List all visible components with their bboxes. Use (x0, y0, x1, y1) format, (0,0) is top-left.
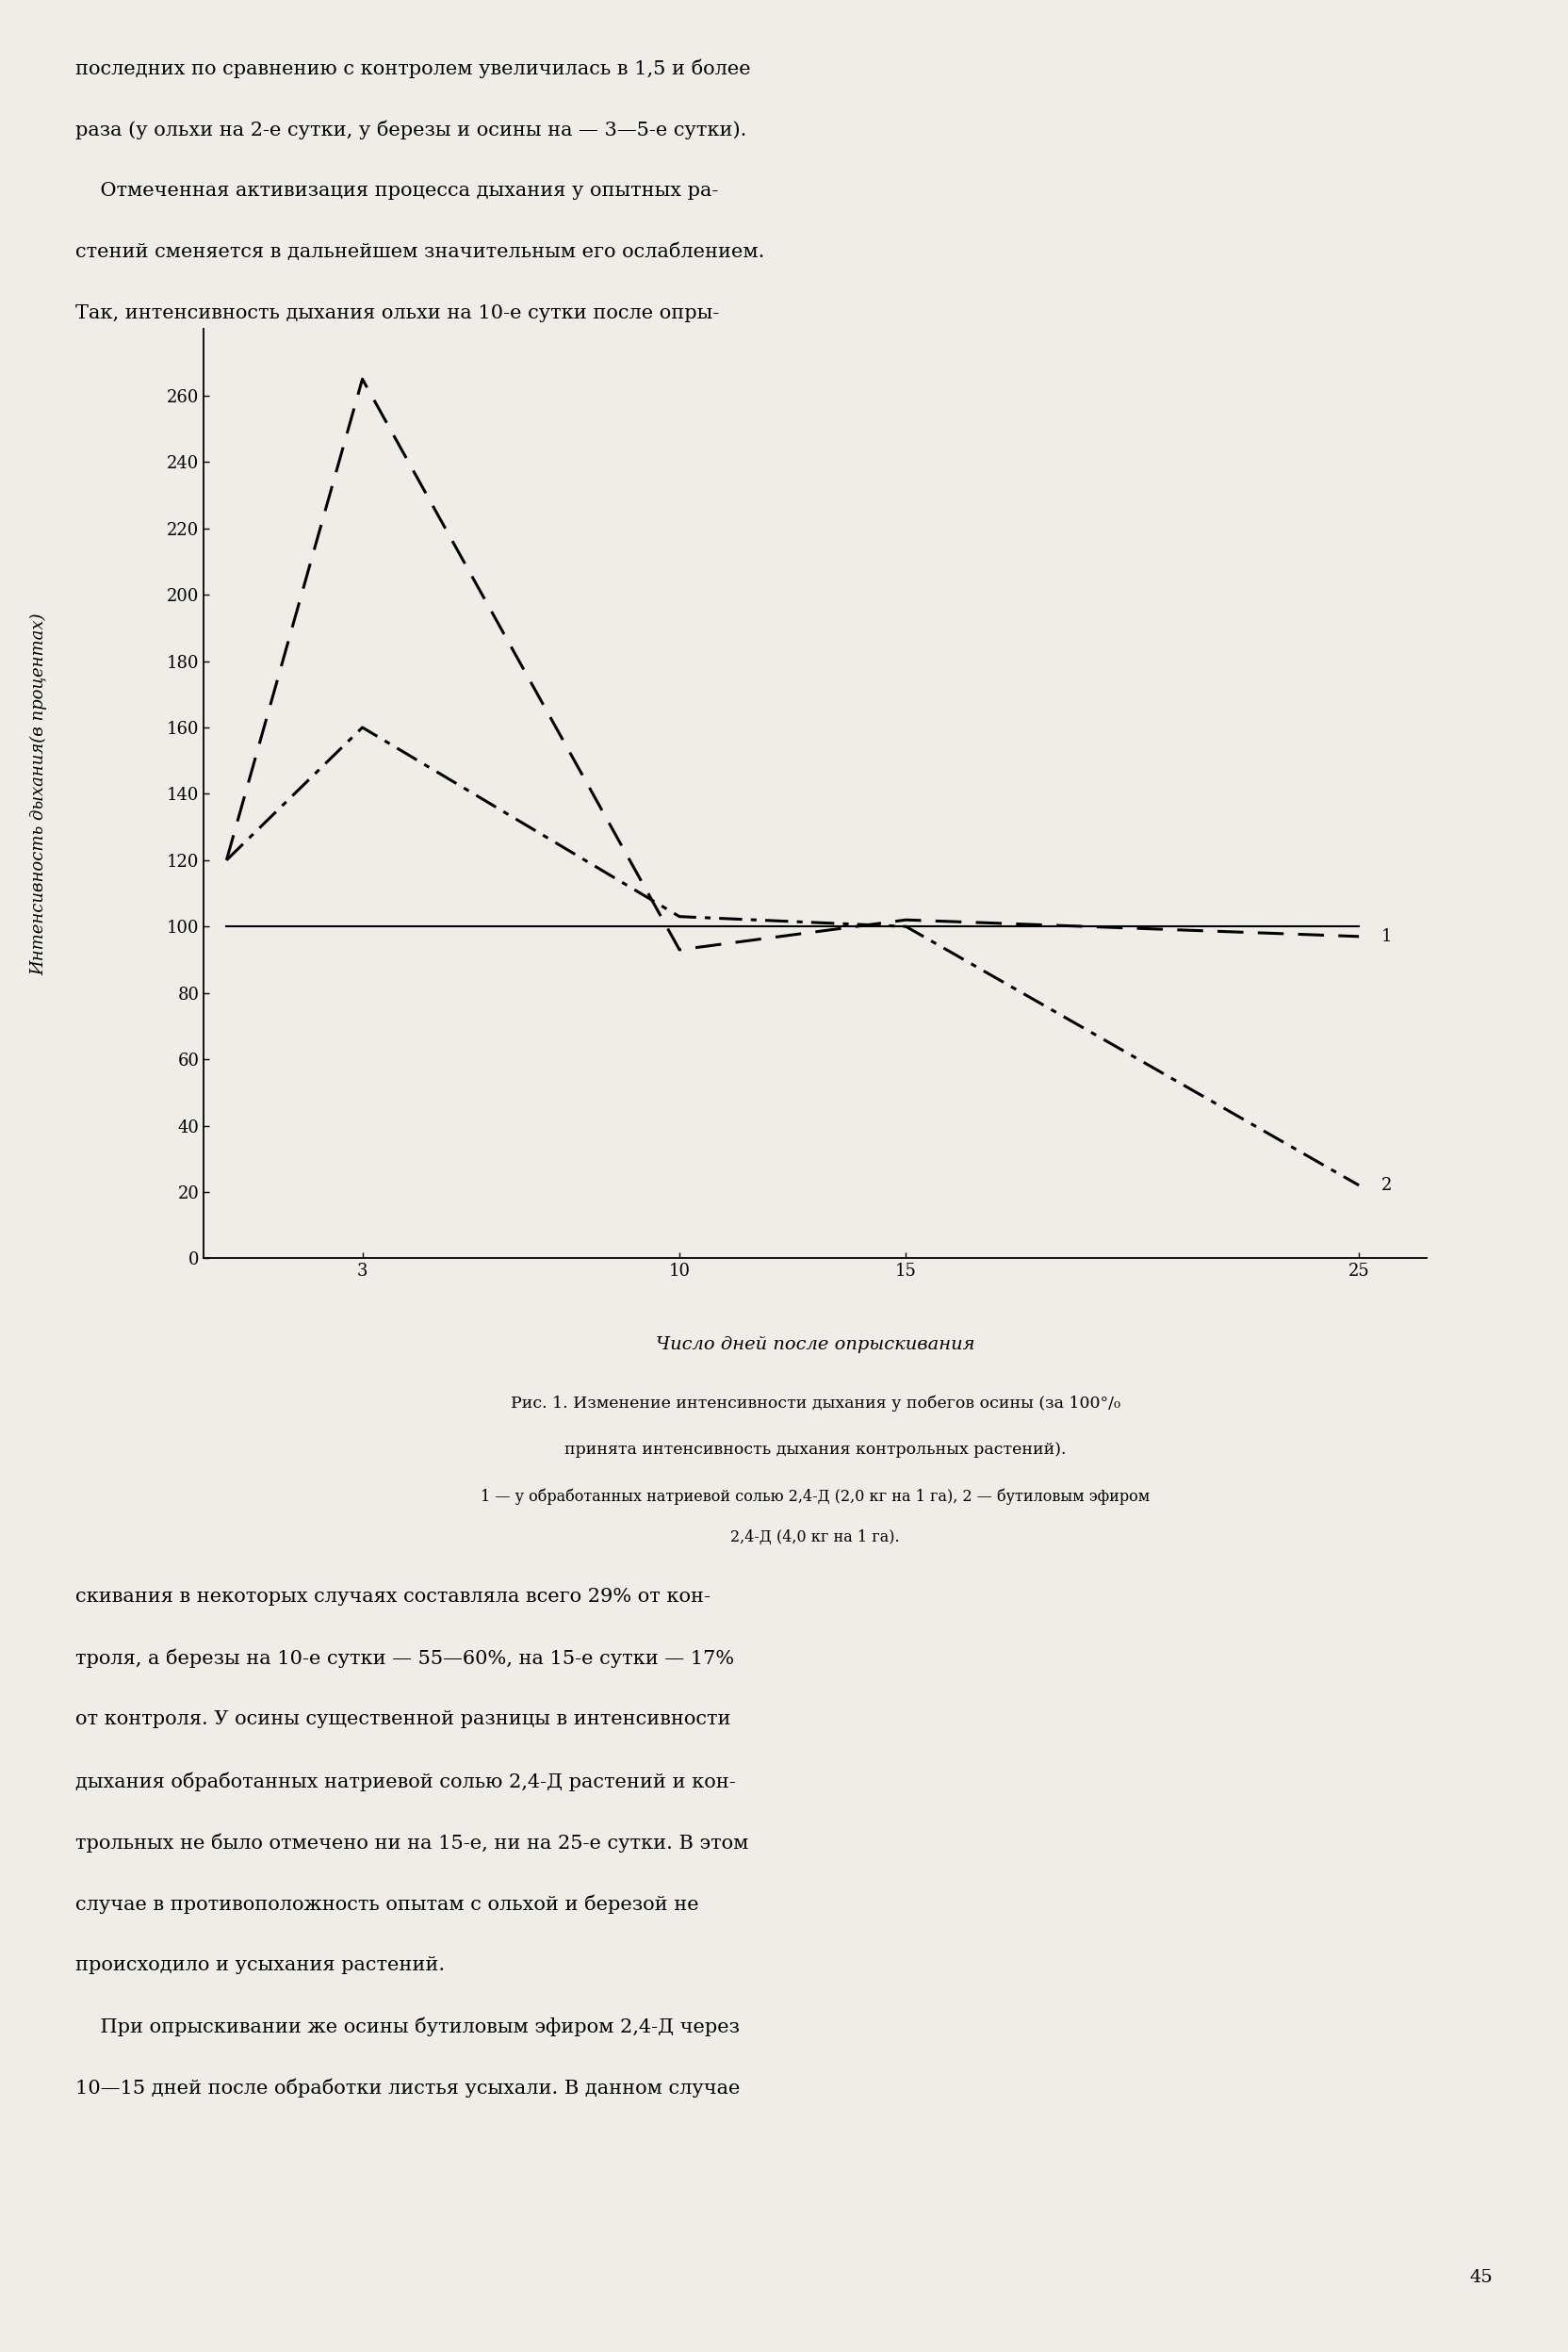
Text: принята интенсивность дыхания контрольных растений).: принята интенсивность дыхания контрольны… (564, 1442, 1066, 1458)
Text: дыхания обработанных натриевой солью 2,4-Д растений и кон-: дыхания обработанных натриевой солью 2,4… (75, 1771, 735, 1792)
Text: Так, интенсивность дыхания ольхи на 10-е сутки после опры-: Так, интенсивность дыхания ольхи на 10-е… (75, 303, 720, 322)
Text: раза (у ольхи на 2-е сутки, у березы и осины на — 3—5-е сутки).: раза (у ольхи на 2-е сутки, у березы и о… (75, 120, 746, 139)
Text: скивания в некоторых случаях составляла всего 29% от кон-: скивания в некоторых случаях составляла … (75, 1588, 710, 1606)
Text: последних по сравнению с контролем увеличилась в 1,5 и более: последних по сравнению с контролем увели… (75, 59, 751, 78)
Text: 10—15 дней после обработки листья усыхали. В данном случае: 10—15 дней после обработки листья усыхал… (75, 2079, 740, 2098)
Text: 1: 1 (1381, 929, 1392, 946)
Text: от контроля. У осины существенной разницы в интенсивности: от контроля. У осины существенной разниц… (75, 1710, 731, 1729)
Text: происходило и усыхания растений.: происходило и усыхания растений. (75, 1957, 445, 1973)
Text: 1 — у обработанных натриевой солью 2,4-Д (2,0 кг на 1 га), 2 — бутиловым эфиром: 1 — у обработанных натриевой солью 2,4-Д… (481, 1489, 1149, 1505)
Text: 2: 2 (1381, 1176, 1392, 1195)
Text: трольных не было отмечено ни на 15-е, ни на 25-е сутки. В этом: трольных не было отмечено ни на 15-е, ни… (75, 1832, 748, 1853)
Text: стений сменяется в дальнейшем значительным его ослаблением.: стений сменяется в дальнейшем значительн… (75, 242, 765, 261)
Text: Интенсивность дыхания(в процентах): Интенсивность дыхания(в процентах) (31, 612, 47, 976)
Text: 2,4-Д (4,0 кг на 1 га).: 2,4-Д (4,0 кг на 1 га). (731, 1529, 900, 1545)
Text: 45: 45 (1469, 2270, 1493, 2286)
Text: Число дней после опрыскивания: Число дней после опрыскивания (655, 1336, 975, 1352)
Text: троля, а березы на 10-е сутки — 55—60%, на 15-е сутки — 17%: троля, а березы на 10-е сутки — 55—60%, … (75, 1649, 734, 1668)
Text: Рис. 1. Изменение интенсивности дыхания у побегов осины (за 100°/₀: Рис. 1. Изменение интенсивности дыхания … (511, 1395, 1120, 1411)
Text: случае в противоположность опытам с ольхой и березой не: случае в противоположность опытам с ольх… (75, 1896, 699, 1915)
Text: При опрыскивании же осины бутиловым эфиром 2,4-Д через: При опрыскивании же осины бутиловым эфир… (75, 2018, 740, 2037)
Text: Отмеченная активизация процесса дыхания у опытных ра-: Отмеченная активизация процесса дыхания … (75, 181, 718, 200)
